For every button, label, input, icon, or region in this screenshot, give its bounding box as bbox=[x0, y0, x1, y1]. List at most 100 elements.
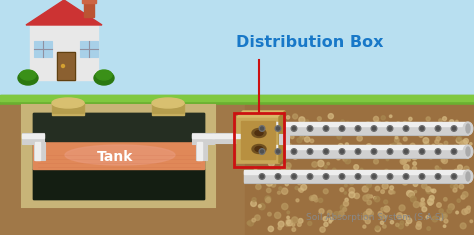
Circle shape bbox=[256, 181, 259, 184]
Circle shape bbox=[402, 215, 407, 219]
Circle shape bbox=[285, 163, 291, 168]
Circle shape bbox=[355, 174, 361, 179]
Circle shape bbox=[373, 150, 375, 153]
Circle shape bbox=[339, 149, 345, 154]
Circle shape bbox=[361, 132, 364, 135]
Circle shape bbox=[387, 174, 393, 179]
Circle shape bbox=[451, 126, 457, 131]
Circle shape bbox=[278, 221, 284, 227]
Circle shape bbox=[276, 175, 280, 178]
Circle shape bbox=[292, 217, 298, 223]
Bar bbox=[152, 103, 184, 115]
Circle shape bbox=[366, 209, 372, 214]
Circle shape bbox=[307, 174, 313, 179]
Circle shape bbox=[255, 115, 259, 119]
Circle shape bbox=[355, 126, 361, 131]
Circle shape bbox=[462, 192, 468, 197]
Circle shape bbox=[389, 175, 392, 178]
Bar bbox=[84, 0, 94, 17]
Circle shape bbox=[261, 127, 264, 130]
Circle shape bbox=[420, 127, 423, 130]
Circle shape bbox=[387, 149, 393, 154]
Circle shape bbox=[409, 176, 412, 179]
Circle shape bbox=[254, 130, 258, 133]
Circle shape bbox=[356, 150, 359, 153]
Circle shape bbox=[320, 227, 325, 232]
Circle shape bbox=[441, 158, 445, 162]
Circle shape bbox=[300, 146, 303, 149]
Circle shape bbox=[328, 114, 333, 119]
Polygon shape bbox=[26, 0, 102, 25]
Bar bbox=[22, 134, 44, 138]
Circle shape bbox=[382, 127, 385, 130]
Circle shape bbox=[279, 187, 282, 190]
Text: Distribution Box: Distribution Box bbox=[236, 35, 384, 50]
Circle shape bbox=[403, 158, 408, 162]
Circle shape bbox=[286, 220, 290, 224]
Circle shape bbox=[395, 136, 398, 139]
Circle shape bbox=[324, 222, 328, 227]
Circle shape bbox=[403, 126, 409, 131]
Circle shape bbox=[444, 219, 448, 223]
Bar bbox=[33, 169, 204, 199]
Circle shape bbox=[284, 154, 287, 157]
Bar bbox=[80, 41, 98, 57]
Ellipse shape bbox=[252, 145, 266, 153]
Circle shape bbox=[277, 191, 281, 194]
Circle shape bbox=[403, 121, 407, 125]
Text: Tank: Tank bbox=[97, 150, 133, 164]
Circle shape bbox=[380, 214, 385, 219]
Bar bbox=[34, 142, 45, 160]
Circle shape bbox=[373, 175, 375, 178]
Circle shape bbox=[292, 127, 295, 130]
Circle shape bbox=[464, 166, 469, 172]
Circle shape bbox=[319, 209, 324, 214]
Circle shape bbox=[345, 143, 348, 146]
Circle shape bbox=[470, 220, 473, 223]
Bar bbox=[57, 52, 75, 80]
Circle shape bbox=[265, 196, 271, 202]
Circle shape bbox=[257, 176, 262, 180]
Circle shape bbox=[281, 153, 286, 159]
Circle shape bbox=[340, 174, 345, 179]
Circle shape bbox=[454, 145, 457, 147]
Circle shape bbox=[419, 174, 425, 179]
Circle shape bbox=[349, 180, 354, 185]
Circle shape bbox=[340, 127, 344, 130]
Circle shape bbox=[408, 158, 410, 161]
Bar bbox=[0, 0, 474, 105]
Circle shape bbox=[252, 198, 256, 202]
Circle shape bbox=[440, 218, 442, 221]
Circle shape bbox=[404, 150, 408, 153]
Circle shape bbox=[423, 138, 429, 143]
Circle shape bbox=[332, 171, 334, 173]
Circle shape bbox=[343, 157, 347, 161]
Circle shape bbox=[398, 224, 403, 229]
Ellipse shape bbox=[463, 145, 473, 158]
Circle shape bbox=[264, 125, 269, 131]
Circle shape bbox=[309, 175, 311, 178]
Ellipse shape bbox=[18, 71, 38, 85]
Circle shape bbox=[338, 211, 344, 216]
Bar bbox=[244, 145, 468, 149]
Circle shape bbox=[312, 162, 317, 167]
Circle shape bbox=[288, 144, 291, 147]
Circle shape bbox=[320, 176, 326, 182]
Circle shape bbox=[413, 162, 417, 165]
Circle shape bbox=[329, 153, 334, 157]
Circle shape bbox=[389, 127, 392, 130]
Circle shape bbox=[451, 174, 457, 179]
Circle shape bbox=[378, 212, 383, 216]
Bar bbox=[244, 146, 468, 157]
Bar bbox=[34, 41, 52, 57]
Circle shape bbox=[259, 149, 265, 154]
Circle shape bbox=[310, 139, 314, 143]
Circle shape bbox=[334, 212, 340, 218]
Circle shape bbox=[438, 144, 443, 149]
Circle shape bbox=[285, 183, 288, 186]
Bar bbox=[152, 104, 184, 106]
Circle shape bbox=[384, 169, 389, 173]
Circle shape bbox=[276, 160, 279, 163]
Circle shape bbox=[451, 149, 457, 154]
Circle shape bbox=[377, 153, 381, 157]
